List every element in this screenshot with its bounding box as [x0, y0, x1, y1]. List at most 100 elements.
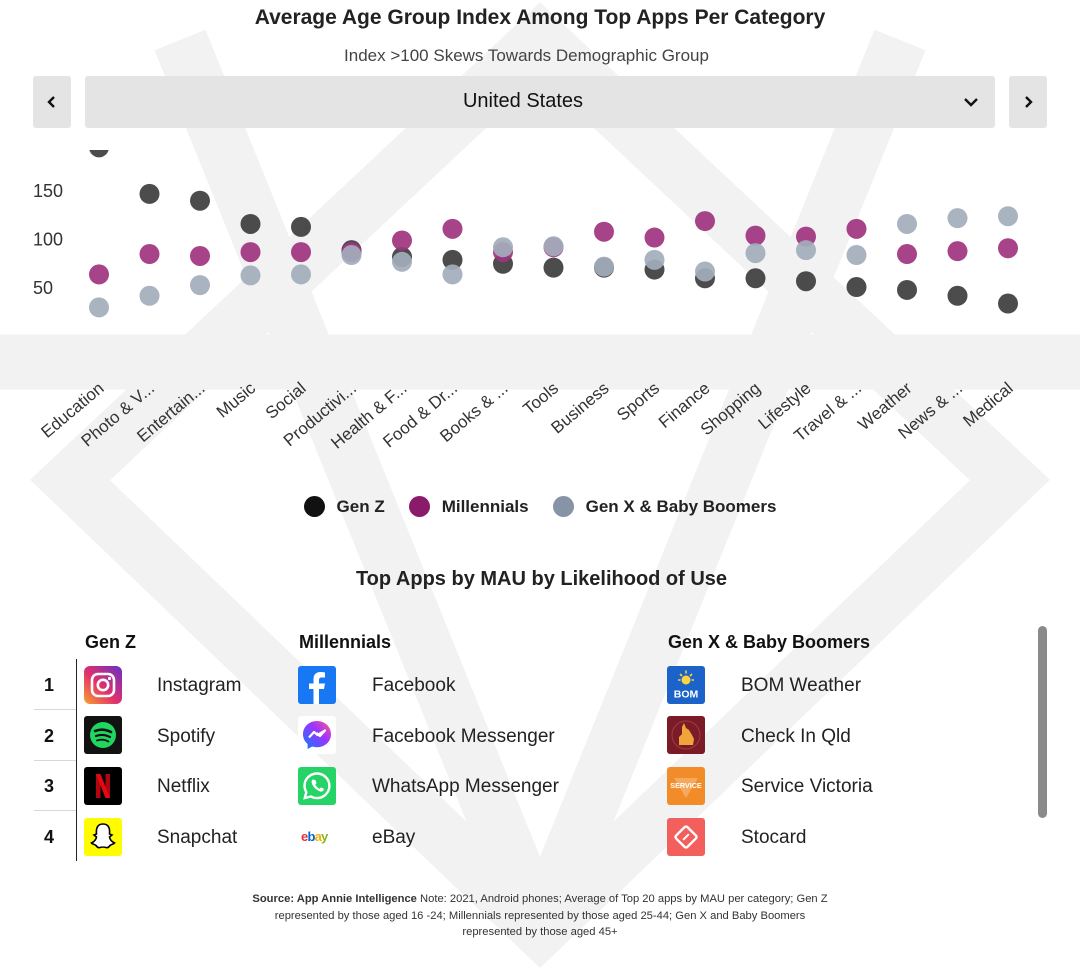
service-victoria-icon[interactable]: SERVICE	[667, 767, 705, 805]
legend-item-gen-x[interactable]: Gen X & Baby Boomers	[552, 496, 777, 517]
previous-button[interactable]	[33, 76, 71, 128]
point-millennials-news[interactable]	[947, 241, 968, 262]
point-gen-x-baby-boomers-books[interactable]	[493, 237, 513, 258]
point-gen-x-baby-boomers-sports[interactable]	[644, 249, 665, 270]
point-gen-x-baby-boomers-productivi[interactable]	[341, 245, 362, 266]
next-button[interactable]	[1009, 76, 1047, 128]
point-gen-z-news[interactable]	[947, 285, 968, 306]
ebay-icon[interactable]: ebay	[298, 818, 336, 856]
bom-weather-icon[interactable]: BOM	[667, 666, 705, 704]
point-gen-z-medical[interactable]	[998, 293, 1018, 314]
apps-table-title: Top Apps by MAU by Likelihood of Use	[355, 568, 728, 590]
y-tick-label: 100	[33, 230, 63, 250]
app-name[interactable]: Service Victoria	[741, 776, 873, 797]
point-gen-z-lifestyle[interactable]	[796, 271, 816, 292]
legend-label: Millennials	[441, 496, 529, 516]
facebook-icon[interactable]	[298, 666, 336, 704]
point-millennials-entertain[interactable]	[190, 245, 210, 266]
netflix-icon[interactable]	[84, 767, 122, 805]
legend-label: Gen X & Baby Boomers	[585, 496, 777, 516]
point-millennials-music[interactable]	[240, 242, 261, 263]
chart-title: Average Age Group Index Among Top Apps P…	[254, 6, 826, 29]
point-millennials-shopping[interactable]	[745, 225, 766, 246]
point-gen-x-baby-boomers-social[interactable]	[291, 264, 311, 285]
legend-dot-gen-z	[303, 496, 325, 517]
point-gen-x-baby-boomers-photo-v[interactable]	[139, 285, 160, 306]
snapchat-icon[interactable]	[84, 818, 122, 856]
legend-label: Gen Z	[336, 496, 385, 516]
point-gen-x-baby-boomers-news[interactable]	[947, 208, 968, 229]
point-millennials-social[interactable]	[291, 242, 311, 263]
app-name[interactable]: Netflix	[157, 776, 210, 797]
row-divider	[34, 709, 76, 710]
point-millennials-photo-v[interactable]	[139, 244, 160, 265]
point-gen-z-photo-v[interactable]	[139, 183, 160, 204]
point-gen-x-baby-boomers-health-f[interactable]	[392, 251, 412, 272]
app-name[interactable]: Instagram	[157, 675, 242, 696]
messenger-icon[interactable]	[298, 716, 336, 754]
point-gen-x-baby-boomers-business[interactable]	[594, 256, 614, 277]
point-millennials-medical[interactable]	[998, 238, 1018, 259]
app-name[interactable]: WhatsApp Messenger	[372, 776, 559, 797]
stocard-icon[interactable]	[667, 818, 705, 856]
whatsapp-icon[interactable]	[298, 767, 336, 805]
point-gen-x-baby-boomers-finance[interactable]	[695, 261, 715, 282]
footnote: Source: App Annie Intelligence Note: 202…	[250, 891, 830, 941]
point-millennials-health-f[interactable]	[392, 230, 412, 251]
point-gen-z-tools[interactable]	[543, 257, 564, 278]
point-gen-x-baby-boomers-shopping[interactable]	[745, 243, 766, 264]
point-gen-x-baby-boomers-tools[interactable]	[543, 236, 564, 257]
legend-item-millennials[interactable]: Millennials	[408, 496, 529, 517]
app-name[interactable]: Snapchat	[157, 827, 238, 848]
legend-item-gen-z[interactable]: Gen Z	[303, 496, 385, 517]
service-icon-text: SERVICE	[670, 781, 702, 790]
point-millennials-finance[interactable]	[695, 211, 715, 232]
point-gen-z-education[interactable]	[89, 150, 109, 158]
app-name[interactable]: Facebook	[372, 675, 456, 696]
chevron-down-icon	[964, 98, 978, 107]
country-dropdown[interactable]: United States	[85, 76, 995, 128]
spotify-icon[interactable]	[84, 716, 122, 754]
point-gen-z-shopping[interactable]	[745, 268, 766, 289]
rank-number: 1	[43, 675, 54, 695]
legend-dot-millennials	[408, 496, 430, 517]
point-gen-z-travel[interactable]	[846, 277, 867, 298]
point-millennials-weather[interactable]	[897, 244, 917, 265]
point-gen-z-weather[interactable]	[897, 279, 917, 300]
column-header-millennials: Millennials	[299, 632, 392, 652]
y-tick-label: 200	[33, 150, 63, 153]
point-gen-x-baby-boomers-music[interactable]	[240, 265, 261, 286]
chart-legend: Gen Z Millennials Gen X & Baby Boomers	[0, 496, 1080, 517]
point-gen-x-baby-boomers-food-dr[interactable]	[442, 264, 463, 285]
x-tick-label: Medical	[959, 379, 1016, 431]
point-gen-z-social[interactable]	[291, 216, 311, 237]
country-dropdown-value: United States	[462, 90, 584, 112]
point-gen-x-baby-boomers-lifestyle[interactable]	[796, 240, 816, 261]
app-name[interactable]: BOM Weather	[741, 675, 862, 696]
point-gen-z-music[interactable]	[240, 213, 261, 234]
point-millennials-sports[interactable]	[644, 227, 665, 248]
point-gen-x-baby-boomers-travel[interactable]	[846, 245, 867, 266]
apps-table-scrollbar[interactable]	[1038, 626, 1047, 818]
app-name[interactable]: Check In Qld	[741, 726, 851, 747]
check-in-qld-icon[interactable]	[667, 716, 705, 754]
app-name[interactable]: eBay	[372, 827, 416, 848]
app-name[interactable]: Stocard	[741, 827, 807, 848]
footnote-source: Source: App Annie Intelligence	[252, 893, 417, 905]
point-gen-x-baby-boomers-education[interactable]	[89, 297, 109, 318]
app-name[interactable]: Spotify	[157, 726, 216, 747]
app-name[interactable]: Facebook Messenger	[372, 726, 555, 747]
rank-divider	[76, 659, 77, 861]
chevron-right-icon	[1025, 96, 1033, 108]
instagram-icon[interactable]	[84, 666, 122, 704]
point-millennials-food-dr[interactable]	[442, 218, 463, 239]
point-gen-x-baby-boomers-weather[interactable]	[897, 213, 917, 234]
point-millennials-business[interactable]	[594, 221, 614, 242]
point-gen-z-entertain[interactable]	[190, 190, 210, 211]
point-gen-x-baby-boomers-entertain[interactable]	[190, 275, 210, 296]
point-millennials-travel[interactable]	[846, 218, 867, 239]
point-gen-x-baby-boomers-medical[interactable]	[998, 206, 1018, 227]
svg-text:ebay: ebay	[301, 829, 329, 844]
rank-number: 3	[43, 776, 54, 796]
point-millennials-education[interactable]	[89, 264, 109, 285]
